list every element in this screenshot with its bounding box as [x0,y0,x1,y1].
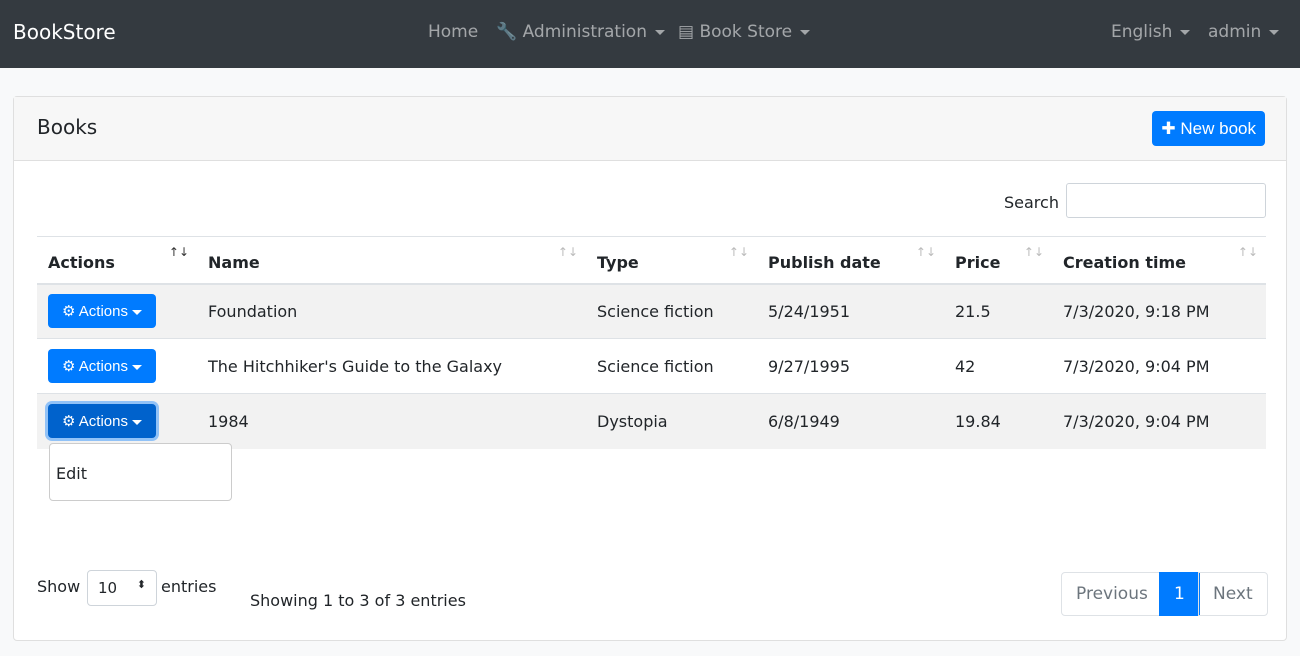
caret-icon [132,419,142,425]
cell-name: The Hitchhiker's Guide to the Galaxy [197,338,586,394]
gear-icon: ⚙ [62,413,76,431]
book-icon: ▤ [678,22,695,42]
page-size-select[interactable]: 10 ⬍ [87,570,157,606]
table-info: Showing 1 to 3 of 3 entries [250,591,466,610]
language-dropdown[interactable]: English [1111,22,1191,42]
page-size-value: 10 [98,579,118,597]
cell-creation-time: 7/3/2020, 9:18 PM [1052,283,1266,339]
gear-icon: ⚙ [62,303,76,321]
actions-label: Actions [78,303,128,321]
cell-name: Foundation [197,283,586,339]
cell-actions: ⚙ Actions [37,283,197,339]
header-label: Creation time [1063,252,1187,272]
nav-administration[interactable]: 🔧 Administration [496,22,665,42]
header-label: Actions [48,252,115,272]
sort-icon: ↑↓ [728,245,749,259]
navbar: BookStore Home 🔧 Administration ▤ Book S… [0,0,1300,68]
sort-icon: ↑↓ [915,245,936,259]
table-row: ⚙ Actions Foundation Science fiction 5/24/1… [37,283,1266,339]
plus-icon: ✚ [1161,118,1176,138]
nav-book-store[interactable]: ▤ Book Store [678,22,811,42]
cell-type: Science fiction [586,283,757,339]
sort-icon: ↑↓ [557,245,578,259]
wrench-icon: 🔧 [496,22,518,42]
cell-actions: ⚙ Actions [37,338,197,394]
search-input[interactable] [1066,183,1266,218]
actions-dropdown-menu: Edit [49,443,232,501]
actions-button[interactable]: ⚙ Actions [48,349,156,383]
table-row: ⚙ Actions The Hitchhiker's Guide to the G… [37,338,1266,394]
show-label: Show [37,577,81,596]
cell-publish-date: 9/27/1995 [757,338,944,394]
page-1-button[interactable]: 1 [1159,572,1200,616]
user-dropdown[interactable]: admin [1208,22,1280,42]
page-title: Books [37,115,98,139]
col-actions[interactable]: Actions ↑↓ [37,236,197,285]
cell-type: Science fiction [586,338,757,394]
next-button[interactable]: Next [1198,572,1268,616]
header-label: Type [597,252,639,272]
language-label: English [1111,22,1173,42]
actions-label: Actions [78,358,128,375]
cell-publish-date: 6/8/1949 [757,393,944,449]
actions-button[interactable]: ⚙ Actions [48,294,156,329]
header-label: Publish date [768,252,881,272]
brand-link[interactable]: BookStore [13,20,116,44]
select-arrows-icon: ⬍ [136,578,146,591]
sort-icon: ↑↓ [1023,245,1044,259]
gear-icon: ⚙ [62,358,76,375]
cell-creation-time: 7/3/2020, 9:04 PM [1052,338,1266,394]
sort-icon: ↑↓ [168,245,189,259]
card-header: Books ✚ New book [14,97,1286,161]
sort-icon: ↑↓ [1237,245,1258,259]
user-label: admin [1208,22,1262,42]
nav-book-store-label: Book Store [699,22,793,42]
actions-button[interactable]: ⚙ Actions [48,404,156,439]
books-card: Books ✚ New book Search Actions ↑↓ Name ↑↓… [13,96,1287,641]
cell-creation-time: 7/3/2020, 9:04 PM [1052,393,1266,449]
entries-label: entries [161,577,217,596]
header-label: Price [955,252,1001,272]
menu-item-edit[interactable]: Edit [56,464,87,483]
col-name[interactable]: Name ↑↓ [197,236,586,285]
col-publish-date[interactable]: Publish date ↑↓ [757,236,944,285]
caret-icon [1180,29,1191,35]
nav-home[interactable]: Home [428,22,479,42]
cell-actions: ⚙ Actions [37,393,197,449]
cell-price: 42 [944,338,1052,394]
header-label: Name [208,252,260,272]
cell-price: 21.5 [944,283,1052,339]
search-label: Search [1004,193,1059,212]
col-price[interactable]: Price ↑↓ [944,236,1052,285]
cell-price: 19.84 [944,393,1052,449]
books-table: Actions ↑↓ Name ↑↓ Type ↑↓ Publish date ↑↓ P… [37,236,1266,449]
actions-label: Actions [78,413,128,431]
cell-name: 1984 [197,393,586,449]
caret-icon [654,29,665,35]
caret-icon [132,309,142,315]
nav-administration-label: Administration [522,22,647,42]
caret-icon [132,364,142,370]
cell-type: Dystopia [586,393,757,449]
new-book-label: New book [1180,118,1256,138]
table-row: ⚙ Actions 1984 Dystopia 6/8/1949 19.84 7/3/20… [37,393,1266,449]
previous-button[interactable]: Previous [1061,572,1163,616]
new-book-button[interactable]: ✚ New book [1152,111,1265,146]
caret-icon [800,29,811,35]
col-type[interactable]: Type ↑↓ [586,236,757,285]
col-creation-time[interactable]: Creation time ↑↓ [1052,236,1266,285]
caret-icon [1269,29,1280,35]
cell-publish-date: 5/24/1951 [757,283,944,339]
